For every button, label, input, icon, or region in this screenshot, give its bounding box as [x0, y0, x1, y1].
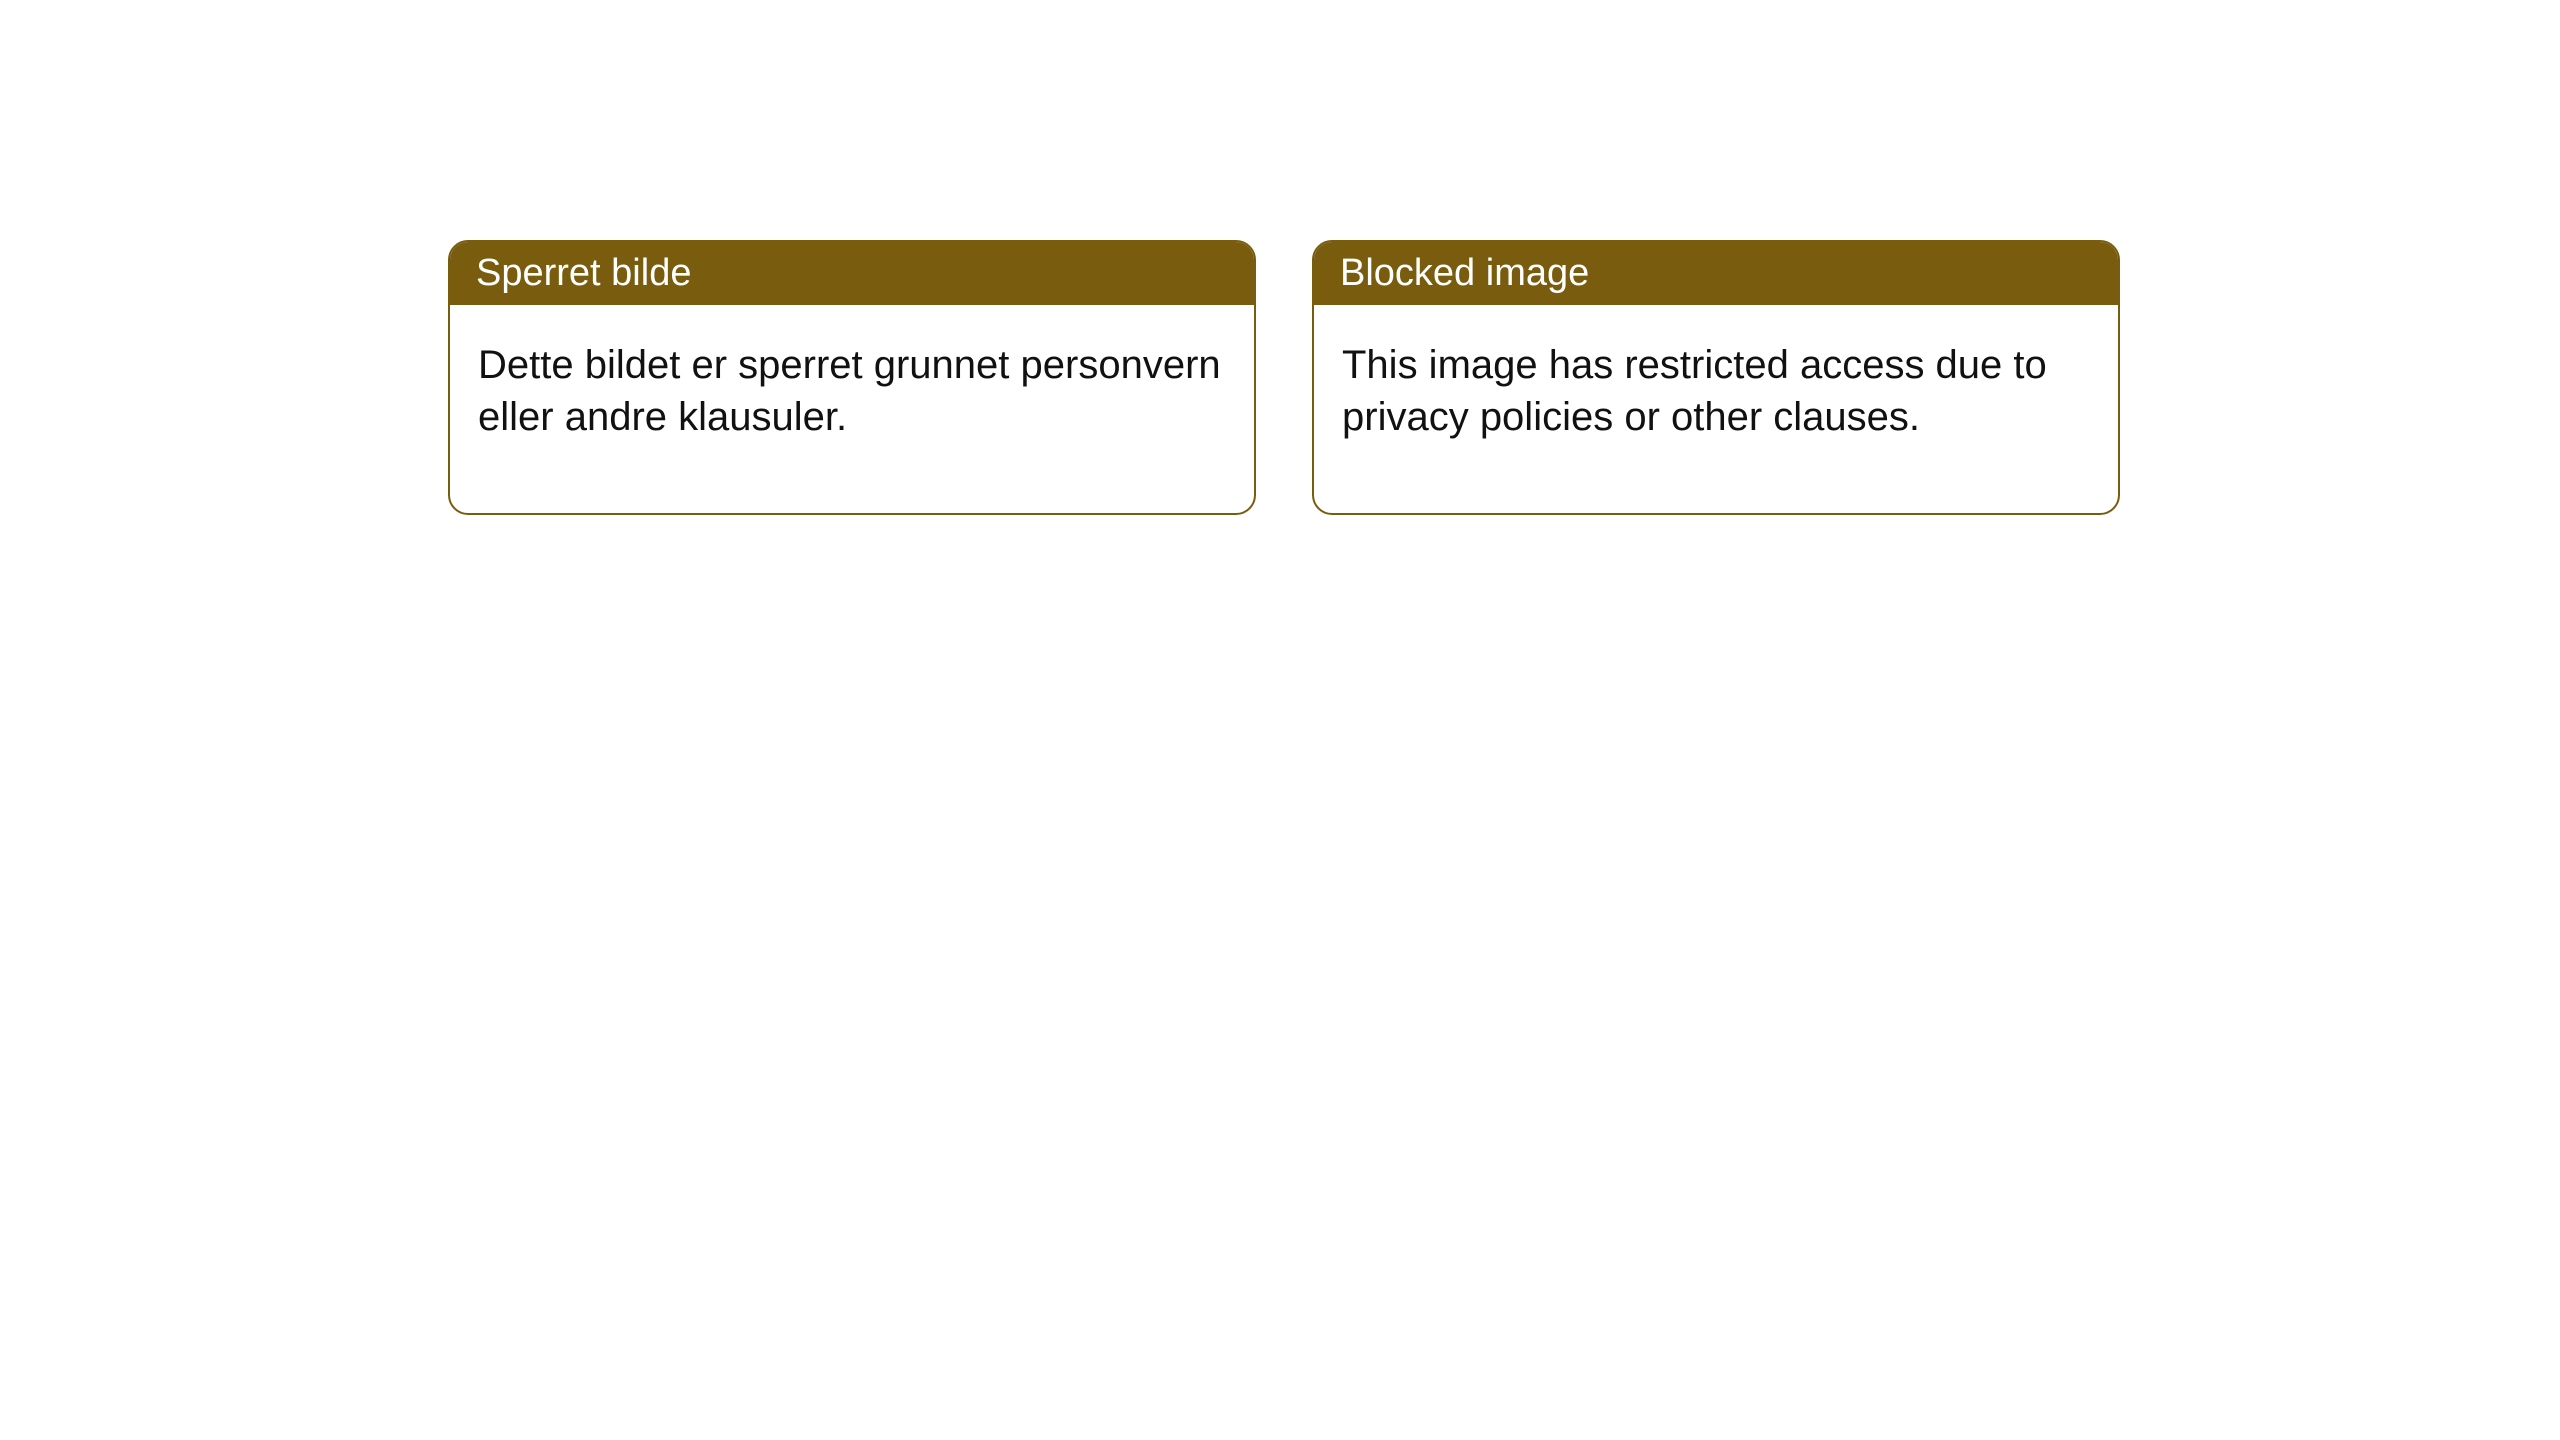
- card-header: Blocked image: [1314, 242, 2118, 305]
- card-title: Sperret bilde: [476, 252, 691, 294]
- card-title: Blocked image: [1340, 252, 1589, 294]
- card-body-text: Dette bildet er sperret grunnet personve…: [478, 343, 1221, 439]
- card-header: Sperret bilde: [450, 242, 1254, 305]
- notice-card-english: Blocked image This image has restricted …: [1312, 240, 2120, 515]
- card-body: Dette bildet er sperret grunnet personve…: [450, 305, 1254, 513]
- card-body: This image has restricted access due to …: [1314, 305, 2118, 513]
- notice-container: Sperret bilde Dette bildet er sperret gr…: [0, 0, 2560, 515]
- notice-card-norwegian: Sperret bilde Dette bildet er sperret gr…: [448, 240, 1256, 515]
- card-body-text: This image has restricted access due to …: [1342, 343, 2047, 439]
